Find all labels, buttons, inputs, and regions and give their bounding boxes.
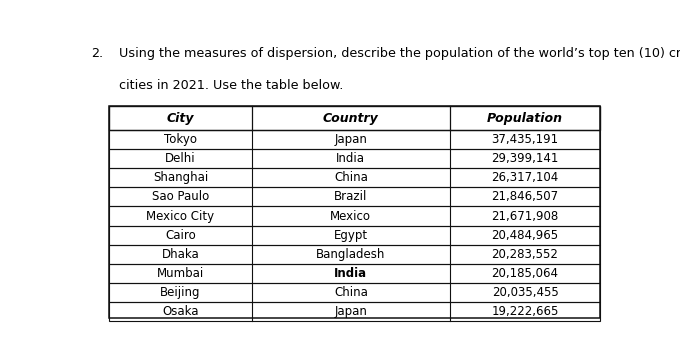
Text: Beijing: Beijing — [160, 286, 201, 299]
Bar — [109, 187, 600, 206]
Bar — [109, 168, 600, 187]
Text: Country: Country — [323, 112, 379, 125]
Text: Japan: Japan — [335, 133, 367, 146]
Text: Mexico City: Mexico City — [146, 209, 214, 222]
Text: Mexico: Mexico — [330, 209, 371, 222]
Text: Using the measures of dispersion, describe the population of the world’s top ten: Using the measures of dispersion, descri… — [119, 48, 680, 61]
Text: Egypt: Egypt — [334, 229, 368, 242]
Text: 20,185,064: 20,185,064 — [492, 267, 558, 280]
Bar — [109, 244, 600, 264]
Text: 26,317,104: 26,317,104 — [492, 171, 559, 184]
Text: Population: Population — [487, 112, 563, 125]
Text: 19,222,665: 19,222,665 — [492, 305, 559, 318]
Text: 2.: 2. — [91, 48, 103, 61]
Text: Dhaka: Dhaka — [162, 248, 199, 261]
Text: 29,399,141: 29,399,141 — [492, 152, 559, 165]
Text: 20,484,965: 20,484,965 — [492, 229, 558, 242]
Text: 20,283,552: 20,283,552 — [492, 248, 558, 261]
Text: Cairo: Cairo — [165, 229, 196, 242]
Text: Bangladesh: Bangladesh — [316, 248, 386, 261]
Text: Brazil: Brazil — [334, 191, 368, 204]
Text: India: India — [337, 152, 365, 165]
Text: cities in 2021. Use the table below.: cities in 2021. Use the table below. — [119, 79, 343, 92]
Bar — [109, 302, 600, 321]
Bar — [109, 283, 600, 302]
Text: City: City — [167, 112, 194, 125]
Text: China: China — [334, 171, 368, 184]
Bar — [109, 206, 600, 226]
Bar — [109, 106, 600, 130]
Bar — [109, 130, 600, 149]
Bar — [109, 149, 600, 168]
Text: Tokyo: Tokyo — [164, 133, 197, 146]
Bar — [109, 264, 600, 283]
Text: Osaka: Osaka — [162, 305, 199, 318]
Text: Sao Paulo: Sao Paulo — [152, 191, 209, 204]
Text: 21,846,507: 21,846,507 — [492, 191, 558, 204]
Text: 21,671,908: 21,671,908 — [492, 209, 559, 222]
Text: Mumbai: Mumbai — [157, 267, 204, 280]
Text: Shanghai: Shanghai — [153, 171, 208, 184]
Text: Delhi: Delhi — [165, 152, 196, 165]
Text: 37,435,191: 37,435,191 — [492, 133, 558, 146]
Text: Japan: Japan — [335, 305, 367, 318]
Text: India: India — [335, 267, 367, 280]
Bar — [109, 226, 600, 244]
Text: China: China — [334, 286, 368, 299]
Text: 20,035,455: 20,035,455 — [492, 286, 558, 299]
